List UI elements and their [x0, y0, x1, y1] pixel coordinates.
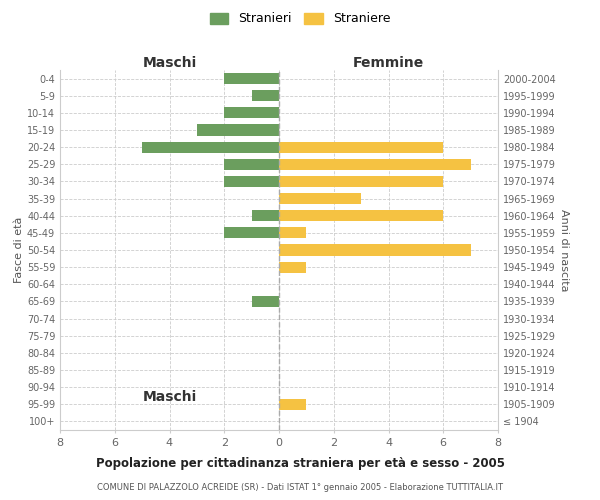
Text: Maschi: Maschi [142, 56, 197, 70]
Y-axis label: Anni di nascita: Anni di nascita [559, 209, 569, 291]
Text: Maschi: Maschi [142, 390, 197, 404]
Bar [279, 398, 307, 410]
Bar [224, 158, 279, 170]
Bar [224, 228, 279, 238]
Legend: Stranieri, Straniere: Stranieri, Straniere [206, 8, 394, 29]
Bar [224, 108, 279, 118]
Y-axis label: Fasce di età: Fasce di età [14, 217, 24, 283]
Bar [279, 262, 307, 272]
Bar [251, 210, 279, 222]
Bar [142, 142, 279, 152]
Bar [279, 228, 307, 238]
Bar [279, 158, 470, 170]
Bar [279, 210, 443, 222]
Bar [279, 244, 470, 256]
Bar [251, 296, 279, 307]
Bar [251, 90, 279, 102]
Text: Femmine: Femmine [353, 56, 424, 70]
Bar [197, 124, 279, 136]
Bar [279, 142, 443, 152]
Text: Popolazione per cittadinanza straniera per età e sesso - 2005: Popolazione per cittadinanza straniera p… [95, 458, 505, 470]
Text: COMUNE DI PALAZZOLO ACREIDE (SR) - Dati ISTAT 1° gennaio 2005 - Elaborazione TUT: COMUNE DI PALAZZOLO ACREIDE (SR) - Dati … [97, 482, 503, 492]
Bar [224, 73, 279, 84]
Bar [279, 176, 443, 187]
Bar [224, 176, 279, 187]
Bar [279, 193, 361, 204]
